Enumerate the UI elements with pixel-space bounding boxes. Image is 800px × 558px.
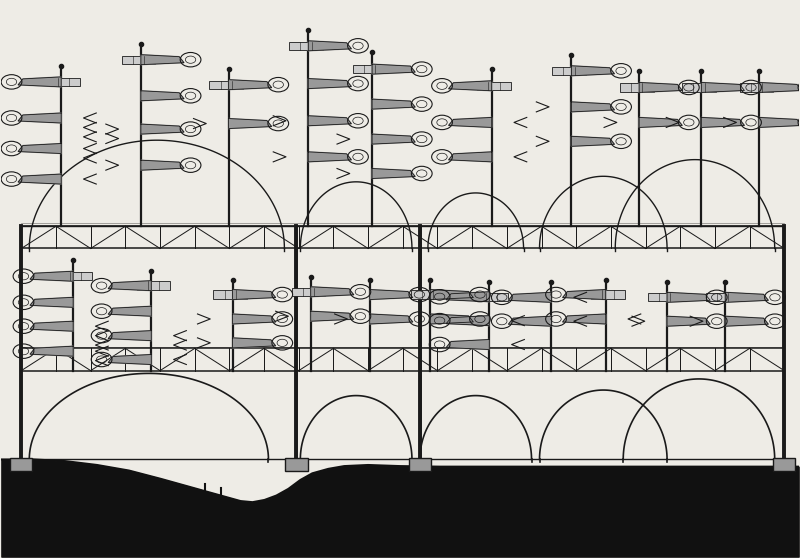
- Polygon shape: [562, 314, 606, 324]
- Bar: [214, 290, 247, 299]
- Polygon shape: [229, 118, 272, 128]
- Bar: [210, 80, 243, 89]
- Polygon shape: [667, 292, 710, 302]
- Text: DOWN LONDON: DOWN LONDON: [158, 530, 267, 543]
- Polygon shape: [108, 281, 151, 291]
- Bar: [620, 83, 654, 92]
- Bar: [353, 65, 386, 73]
- Polygon shape: [370, 290, 413, 300]
- Bar: [552, 66, 586, 75]
- Bar: [22, 348, 784, 371]
- Polygon shape: [310, 287, 354, 297]
- Polygon shape: [308, 116, 351, 126]
- Bar: [591, 290, 625, 299]
- Text: DOWN NORTHAMPTON.: DOWN NORTHAMPTON.: [322, 530, 486, 543]
- Polygon shape: [372, 134, 415, 144]
- Polygon shape: [446, 292, 490, 302]
- Text: IM
02: IM 02: [763, 501, 774, 518]
- Bar: [22, 226, 784, 248]
- Polygon shape: [639, 83, 682, 93]
- Polygon shape: [509, 292, 551, 302]
- Polygon shape: [449, 81, 492, 91]
- Polygon shape: [30, 321, 73, 331]
- Polygon shape: [449, 117, 492, 127]
- Polygon shape: [108, 354, 151, 364]
- Polygon shape: [233, 314, 276, 324]
- Polygon shape: [758, 117, 800, 127]
- Polygon shape: [30, 297, 73, 307]
- Polygon shape: [562, 290, 606, 300]
- Polygon shape: [141, 124, 184, 134]
- Polygon shape: [310, 311, 354, 321]
- Polygon shape: [372, 64, 415, 74]
- Polygon shape: [571, 102, 614, 112]
- Bar: [47, 78, 80, 86]
- Polygon shape: [108, 331, 151, 340]
- Polygon shape: [430, 314, 474, 324]
- Polygon shape: [308, 79, 351, 89]
- Bar: [285, 458, 307, 470]
- Polygon shape: [18, 143, 61, 153]
- Polygon shape: [758, 83, 800, 93]
- Bar: [682, 83, 716, 92]
- Polygon shape: [726, 316, 768, 326]
- Bar: [478, 81, 511, 90]
- Polygon shape: [30, 271, 73, 281]
- Bar: [137, 281, 170, 290]
- Bar: [740, 83, 773, 92]
- Polygon shape: [702, 83, 744, 93]
- Polygon shape: [639, 117, 682, 127]
- Bar: [289, 42, 322, 50]
- Polygon shape: [233, 338, 276, 348]
- Polygon shape: [30, 346, 73, 356]
- Bar: [122, 56, 155, 64]
- Bar: [291, 287, 325, 296]
- Polygon shape: [18, 77, 61, 87]
- Polygon shape: [308, 41, 351, 51]
- Bar: [411, 290, 445, 299]
- Polygon shape: [141, 55, 184, 65]
- Bar: [475, 292, 509, 301]
- Bar: [58, 272, 92, 280]
- Polygon shape: [571, 66, 614, 76]
- Polygon shape: [446, 316, 490, 326]
- Polygon shape: [370, 314, 413, 324]
- Polygon shape: [726, 292, 768, 302]
- Polygon shape: [446, 339, 490, 349]
- Polygon shape: [18, 113, 61, 123]
- Bar: [750, 500, 786, 531]
- Polygon shape: [308, 152, 351, 162]
- Polygon shape: [18, 174, 61, 184]
- Polygon shape: [229, 80, 272, 90]
- Polygon shape: [372, 169, 415, 179]
- Polygon shape: [233, 290, 276, 300]
- Bar: [22, 226, 784, 459]
- Polygon shape: [667, 316, 710, 326]
- Polygon shape: [108, 306, 151, 316]
- Polygon shape: [571, 136, 614, 146]
- Polygon shape: [430, 290, 474, 300]
- Polygon shape: [141, 91, 184, 101]
- Polygon shape: [702, 117, 744, 127]
- Bar: [409, 458, 431, 470]
- Bar: [10, 458, 33, 470]
- Polygon shape: [509, 316, 551, 326]
- Polygon shape: [141, 160, 184, 170]
- Bar: [706, 293, 740, 301]
- Polygon shape: [372, 99, 415, 109]
- Text: UP PETERBOROUGH.: UP PETERBOROUGH.: [531, 505, 675, 518]
- Bar: [773, 458, 795, 470]
- Bar: [648, 293, 682, 301]
- Polygon shape: [449, 152, 492, 162]
